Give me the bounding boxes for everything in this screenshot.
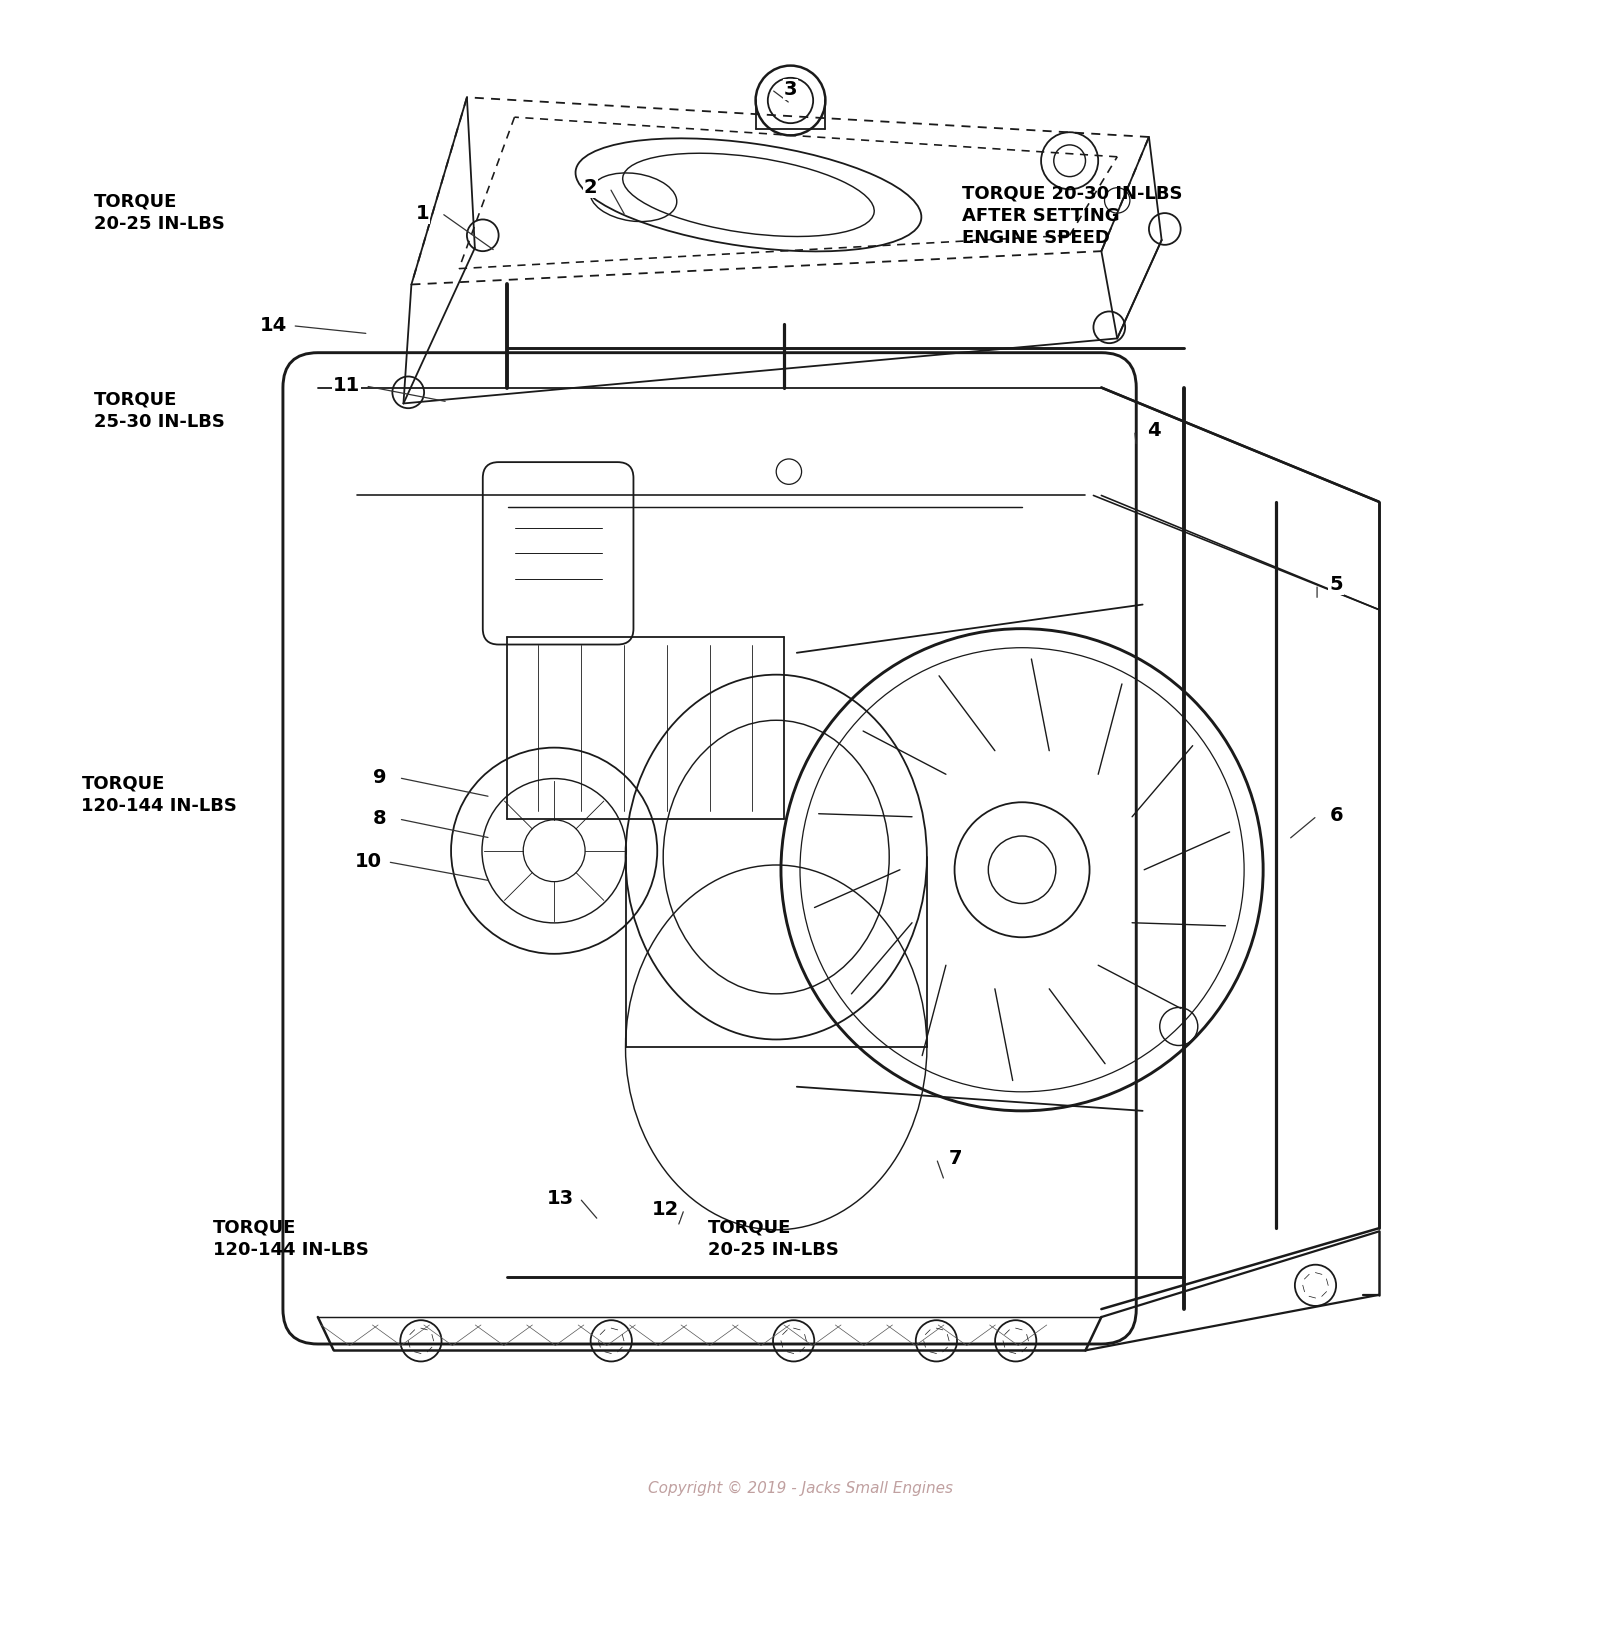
Text: 5: 5: [1330, 575, 1342, 593]
Text: 2: 2: [584, 179, 597, 197]
Text: 9: 9: [373, 768, 387, 788]
Text: TORQUE
25-30 IN-LBS: TORQUE 25-30 IN-LBS: [94, 391, 226, 431]
Text: Copyright © 2019 - Jacks Small Engines: Copyright © 2019 - Jacks Small Engines: [648, 1481, 952, 1495]
Text: 11: 11: [333, 377, 360, 395]
Text: 8: 8: [373, 809, 387, 829]
Text: 10: 10: [355, 852, 382, 871]
Text: 1: 1: [416, 203, 429, 223]
Text: 6: 6: [1330, 806, 1342, 826]
Text: 7: 7: [949, 1148, 962, 1168]
Text: 3: 3: [784, 80, 797, 98]
Text: TORQUE
20-25 IN-LBS: TORQUE 20-25 IN-LBS: [709, 1219, 838, 1260]
Text: TORQUE 20-30 IN-LBS
AFTER SETTING
ENGINE SPEED: TORQUE 20-30 IN-LBS AFTER SETTING ENGINE…: [962, 185, 1182, 247]
Text: 4: 4: [1147, 421, 1160, 441]
Text: 12: 12: [651, 1199, 678, 1219]
Text: TORQUE
120-144 IN-LBS: TORQUE 120-144 IN-LBS: [82, 775, 237, 814]
Text: 13: 13: [547, 1189, 574, 1207]
Text: 14: 14: [259, 316, 286, 336]
Text: TORQUE
120-144 IN-LBS: TORQUE 120-144 IN-LBS: [213, 1219, 370, 1260]
Text: TORQUE
20-25 IN-LBS: TORQUE 20-25 IN-LBS: [94, 193, 226, 233]
